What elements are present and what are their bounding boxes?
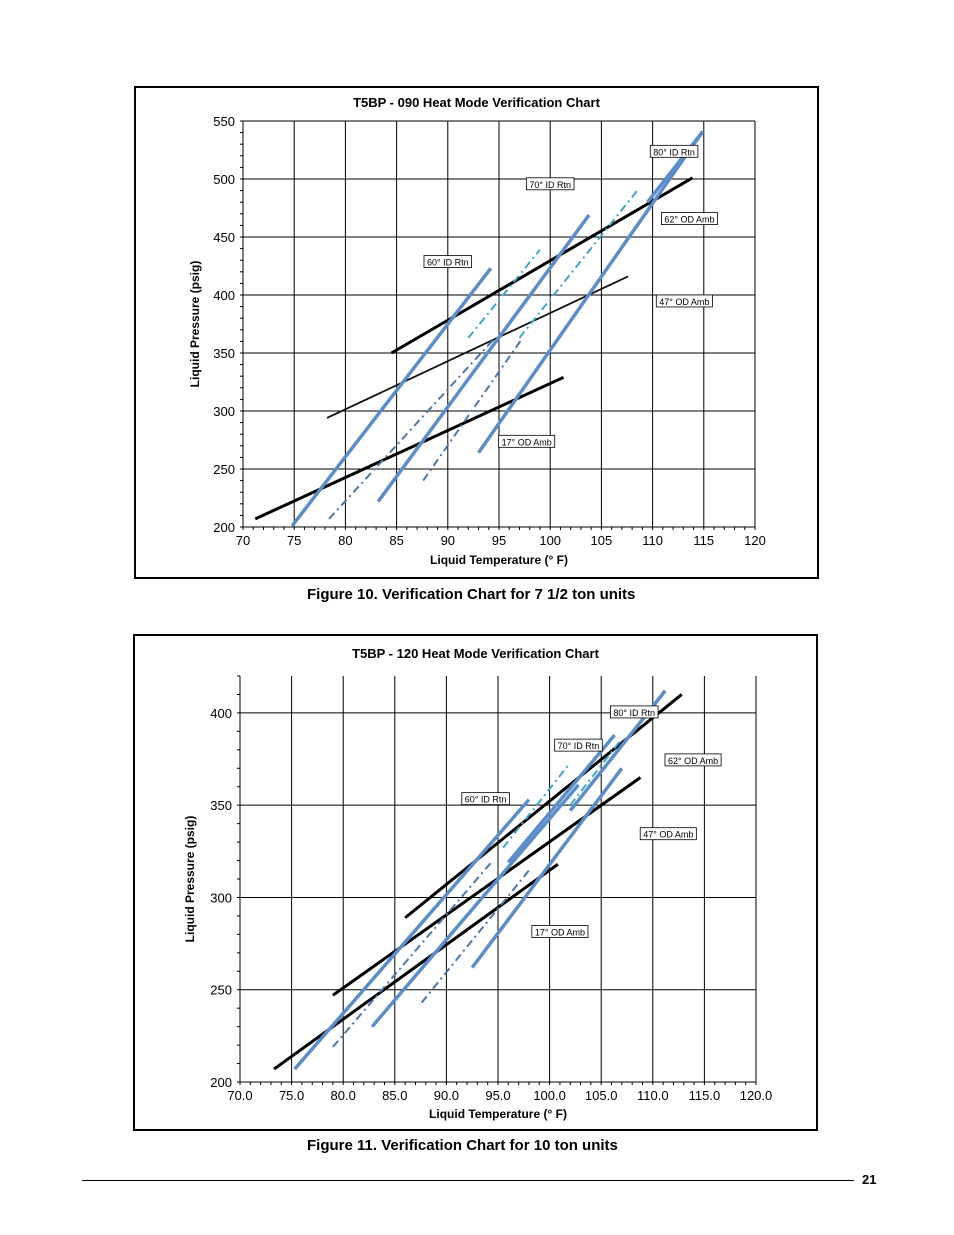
x-tick-label: 115.0 [689,1088,721,1103]
series-label-box [639,827,697,841]
series-line [254,375,565,521]
x-tick-label: 105.0 [585,1088,618,1103]
chart-1-title: T5BP - 090 Heat Mode Verification Chart [353,95,600,110]
page-number: 21 [862,1172,877,1187]
x-tick-label: 70 [236,533,250,548]
x-tick-label: 120.0 [740,1088,773,1103]
x-tick-label: 100.0 [533,1088,566,1103]
y-tick-label: 400 [213,288,235,303]
x-tick-label: 95 [492,533,506,548]
chart-1-caption: Figure 10. Verification Chart for 7 1/2 … [307,586,636,603]
footer-rule [82,1180,854,1181]
series-line [328,338,495,520]
series-label: 80° ID Rtn [653,147,695,157]
series-label: 47° OD Amb [643,830,693,840]
chart-2-title: T5BP - 120 Heat Mode Verification Chart [352,646,599,661]
y-tick-label: 250 [213,462,235,477]
x-tick-label: 110 [642,533,663,548]
chart-1-frame: T5BP - 090 Heat Mode Verification Chart [134,86,819,579]
series-label: 62° OD Amb [664,215,714,225]
x-tick-label: 115 [693,533,714,548]
y-tick-label: 200 [210,1075,232,1090]
series-line [332,859,494,1048]
series-label: 70° ID Rtn [558,741,600,751]
series-label: 62° OD Amb [668,756,718,766]
chart-2-caption: Figure 11. Verification Chart for 10 ton… [307,1137,618,1154]
x-axis-label: Liquid Temperature (° F) [430,553,568,567]
series-label-box [610,705,659,719]
x-tick-label: 120 [744,533,766,548]
series-line [370,783,580,1028]
x-tick-label: 75 [287,533,301,548]
x-tick-label: 100 [539,533,561,548]
series-label: 60° ID Rtn [465,795,507,805]
x-tick-label: 80.0 [331,1088,356,1103]
series-label: 60° ID Rtn [427,258,469,268]
y-tick-label: 450 [213,230,235,245]
series-line [467,249,541,339]
y-tick-label: 200 [213,520,235,535]
y-tick-label: 300 [210,890,232,905]
series-line [420,867,532,1004]
series-label-box [649,144,699,158]
x-tick-label: 105 [591,533,613,548]
series-line [326,275,629,419]
x-tick-label: 95.0 [485,1088,510,1103]
x-tick-label: 70.0 [227,1088,252,1103]
series-label-box [554,738,603,752]
x-tick-label: 75.0 [279,1088,304,1103]
series-label: 70° ID Rtn [529,180,571,190]
y-tick-label: 350 [210,798,232,813]
series-label: 47° OD Amb [659,297,709,307]
series-label-box [423,255,473,268]
series-line [477,130,705,454]
y-tick-label: 550 [213,114,235,129]
series-line [518,189,639,339]
series-line [470,767,624,969]
series-line [273,863,559,1071]
series-label: 17° OD Amb [535,928,585,938]
series-label-box [531,925,589,938]
series-label-box [498,434,556,448]
series-line [422,337,524,482]
series-line [290,267,493,527]
series-label: 17° OD Amb [502,437,552,447]
series-label-box [661,212,718,226]
series-line [390,176,694,355]
series-label-box [664,753,722,767]
y-axis-label: Liquid Pressure (psig) [188,261,202,388]
series-line [376,213,591,503]
y-tick-label: 500 [213,172,235,187]
series-line [502,762,572,849]
series-line [646,130,705,204]
chart-2-frame: T5BP - 120 Heat Mode Verification Chart [133,634,818,1131]
series-label-box [525,177,575,191]
y-axis-label: Liquid Pressure (psig) [183,816,197,943]
x-tick-label: 90.0 [434,1088,459,1103]
y-tick-label: 400 [210,706,232,721]
series-label-box [655,294,713,308]
y-tick-label: 300 [213,404,235,419]
series-label: 80° ID Rtn [613,708,655,718]
y-tick-label: 250 [210,983,232,998]
x-tick-label: 85 [389,533,403,548]
y-tick-label: 350 [213,346,235,361]
series-label-box [461,792,510,806]
x-tick-label: 85.0 [382,1088,407,1103]
series-line [569,738,623,806]
x-tick-label: 110.0 [637,1088,669,1103]
series-line [404,693,683,919]
x-tick-label: 80 [338,533,352,548]
x-tick-label: 90 [441,533,455,548]
series-line [332,776,642,997]
series-line [293,798,531,1071]
series-line [506,733,616,864]
x-axis-label: Liquid Temperature (° F) [429,1107,567,1121]
